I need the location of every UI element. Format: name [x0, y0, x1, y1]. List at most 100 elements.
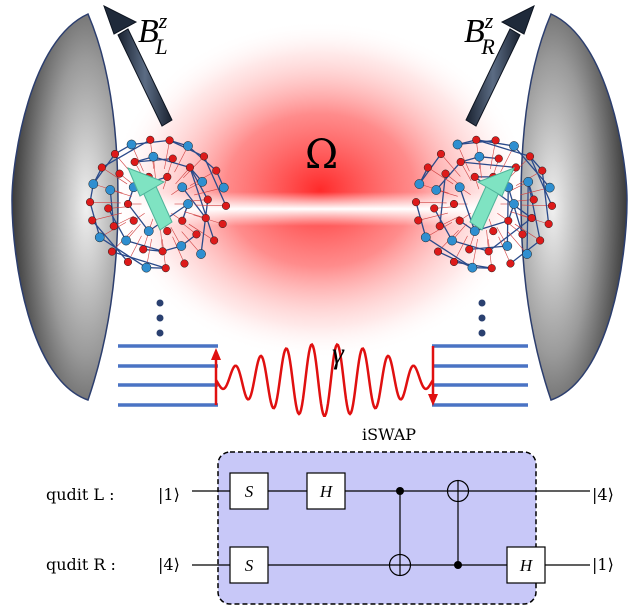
- oxygen-atom: [109, 222, 118, 231]
- qudit-right-input-ket: |4⟩: [158, 555, 180, 574]
- h-gate-top: H: [306, 472, 346, 510]
- right-cavity-mirror: [520, 13, 628, 401]
- metal-atom: [523, 176, 534, 187]
- oxygen-atom: [123, 199, 133, 209]
- svg-text:S: S: [245, 556, 254, 575]
- oxygen-atom: [433, 247, 443, 256]
- oxygen-atom: [115, 169, 124, 178]
- oxygen-atom: [544, 219, 553, 229]
- oxygen-atom: [491, 136, 500, 145]
- target-circle: [388, 553, 412, 577]
- right-molecular-cluster: [411, 135, 557, 273]
- metal-atom: [509, 141, 519, 151]
- oxygen-atom: [158, 247, 167, 256]
- oxygen-atom: [212, 166, 221, 175]
- oxygen-atom: [107, 247, 117, 256]
- oxygen-atom: [192, 230, 201, 239]
- metal-atom: [502, 241, 513, 251]
- metal-atom: [467, 262, 478, 273]
- metal-atom: [105, 185, 116, 195]
- left-field-arrow: [103, 4, 173, 127]
- oxygen-atom: [210, 236, 219, 245]
- h-gate-bottom: H: [506, 546, 546, 584]
- metal-atom: [452, 139, 463, 150]
- metal-atom: [509, 199, 519, 209]
- oxygen-atom: [85, 198, 95, 207]
- oxygen-atom: [489, 227, 498, 236]
- metal-atom: [121, 235, 131, 246]
- oxygen-atom: [547, 201, 557, 210]
- oxygen-atom: [504, 216, 513, 225]
- metal-atom: [126, 139, 137, 150]
- oxygen-atom: [411, 198, 421, 207]
- oxygen-atom: [130, 157, 139, 167]
- metal-atom: [148, 151, 159, 162]
- oxygen-atom: [168, 154, 177, 163]
- metal-atom: [88, 179, 99, 189]
- control-dot: [454, 561, 462, 569]
- metal-atom: [431, 185, 442, 195]
- svg-text:H: H: [319, 482, 334, 501]
- oxygen-atom: [201, 213, 210, 223]
- qudit-right-output-ket: |1⟩: [592, 555, 614, 574]
- oxygen-atom: [472, 135, 481, 144]
- oxygen-atom: [203, 195, 212, 204]
- metal-atom: [447, 235, 457, 246]
- target-circle: [446, 479, 470, 503]
- left-cavity-mirror: [11, 13, 119, 401]
- oxygen-atom: [511, 163, 520, 172]
- oxygen-atom: [436, 149, 446, 159]
- oxygen-atom: [518, 230, 527, 239]
- cnot-gate-first: [388, 487, 412, 577]
- oxygen-atom: [165, 136, 174, 145]
- qudit-left-name: qudit L :: [46, 485, 115, 504]
- metal-atom: [454, 182, 465, 193]
- metal-atom: [474, 151, 485, 162]
- oxygen-atom: [97, 163, 106, 172]
- right-field-arrow: [465, 4, 535, 127]
- metal-atom: [420, 232, 431, 243]
- metal-atom: [522, 249, 532, 259]
- oxygen-atom: [527, 213, 536, 223]
- metal-atom: [197, 176, 208, 187]
- oxygen-atom: [163, 172, 172, 181]
- oxygen-atom: [506, 259, 515, 268]
- svg-text:S: S: [245, 482, 254, 501]
- left-energy-levels: [118, 344, 218, 407]
- oxygen-atom: [110, 149, 120, 159]
- metal-atom: [141, 262, 152, 273]
- rabi-frequency-label: Ω: [305, 132, 338, 178]
- metal-atom: [196, 249, 206, 259]
- oxygen-atom: [218, 219, 227, 229]
- decay-rate-label: γ: [332, 337, 345, 370]
- metal-atom: [143, 226, 154, 236]
- oxygen-atom: [146, 135, 155, 144]
- oxygen-atom: [178, 216, 187, 225]
- photon-wave: [214, 342, 435, 417]
- oxygen-atom: [161, 264, 170, 273]
- metal-atom: [414, 179, 425, 189]
- oxygen-atom: [470, 172, 479, 181]
- right-energy-levels: [432, 344, 528, 407]
- control-dot: [396, 487, 404, 495]
- oxygen-atom: [430, 204, 439, 213]
- oxygen-atom: [441, 169, 450, 178]
- oxygen-atom: [129, 216, 138, 225]
- metal-atom: [177, 182, 188, 193]
- metal-atom: [183, 199, 193, 209]
- metal-atom: [176, 241, 187, 251]
- metal-atom: [183, 141, 193, 151]
- cnot-gate-second: [446, 479, 470, 569]
- field-label-left: Bz L: [138, 8, 168, 59]
- oxygen-atom: [163, 227, 172, 236]
- field-label-right: Bz R: [464, 8, 495, 59]
- oxygen-atom: [180, 259, 189, 268]
- qudit-right-name: qudit R :: [46, 555, 116, 574]
- left-transition-arrow: [211, 348, 221, 405]
- metal-atom: [544, 182, 555, 193]
- oxygen-atom: [538, 166, 547, 175]
- oxygen-atom: [449, 199, 459, 209]
- oxygen-atom: [423, 163, 432, 172]
- qudit-left-output-ket: |4⟩: [592, 485, 614, 504]
